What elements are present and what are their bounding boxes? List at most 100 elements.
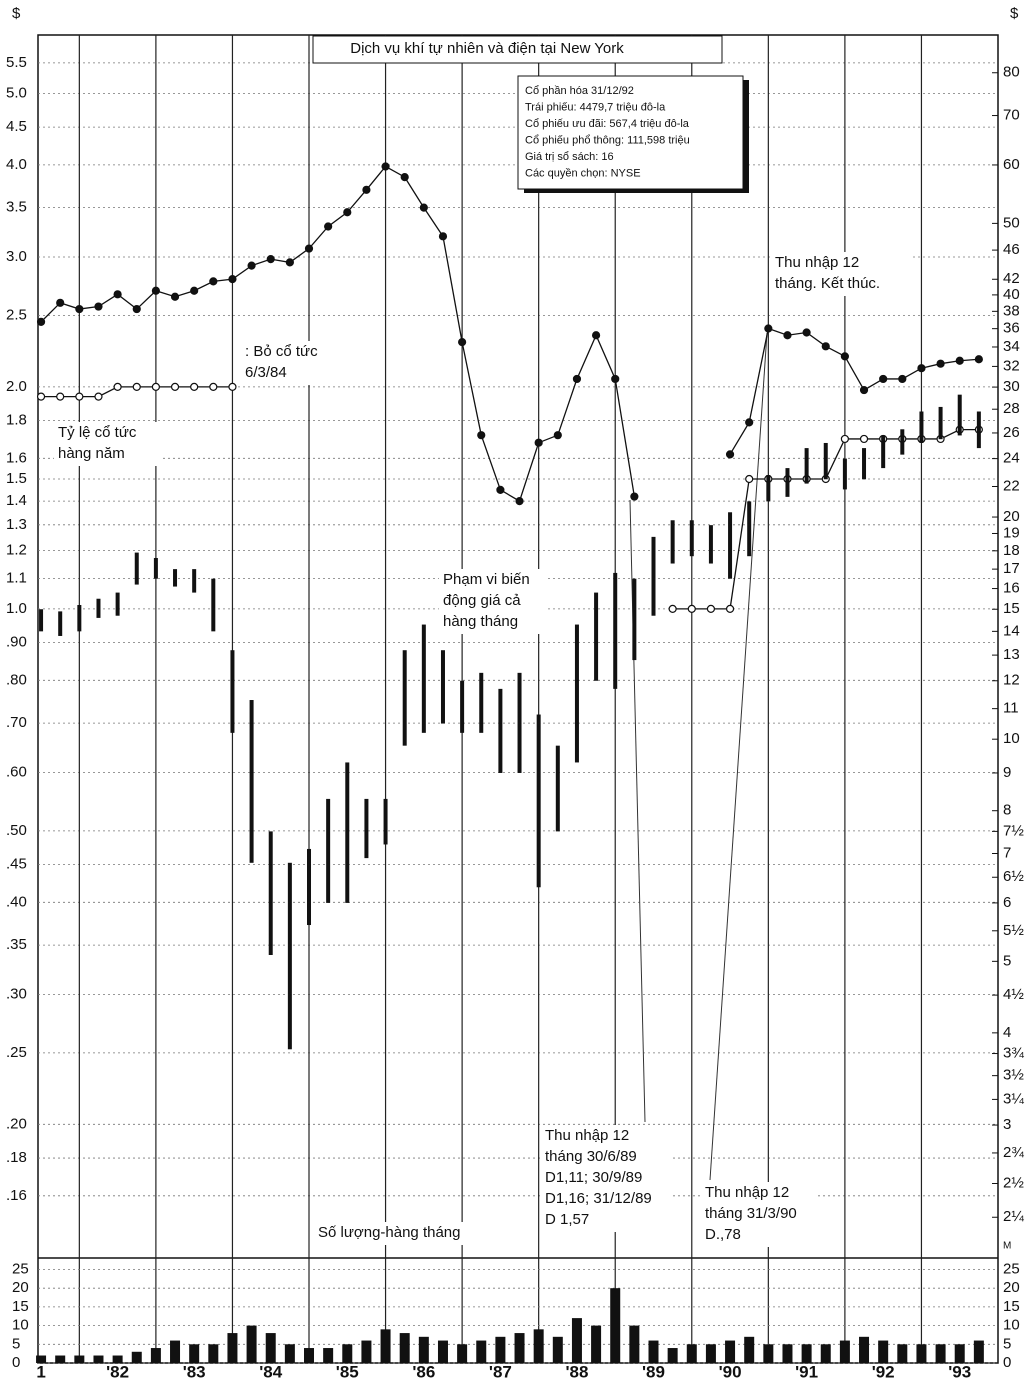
volume-bar [514, 1333, 525, 1363]
y-tick-label: 2.0 [6, 378, 27, 395]
earnings-dot [936, 359, 945, 368]
earnings-dot [56, 298, 65, 307]
earnings-dot [840, 352, 849, 361]
earnings-dot [591, 331, 601, 340]
volume-bar [916, 1344, 927, 1363]
earnings-dot [266, 255, 275, 264]
volume-bar [935, 1344, 946, 1363]
annotation-text: D1,11; 30/9/89 [545, 1169, 642, 1186]
volume-bar [859, 1336, 870, 1363]
volume-tick-label: 0 [12, 1354, 20, 1371]
info-line: Cổ phiếu ưu đãi: 567,4 triệu đô-la [525, 118, 690, 130]
annotation-text: 6/3/84 [245, 364, 287, 381]
dividend-circle [190, 382, 199, 391]
y-tick-label: 5.0 [6, 84, 27, 101]
earnings-dot [515, 496, 524, 506]
currency-left: $ [12, 5, 21, 22]
y2-tick-label: 17 [1003, 560, 1020, 577]
y2-tick-label: 36 [1003, 320, 1020, 337]
y2-tick-label: 15 [1003, 600, 1020, 617]
y2-tick-label: 7 [1003, 844, 1011, 861]
earnings-dot [113, 290, 122, 299]
earnings-dot [190, 286, 199, 295]
annotations: : Bỏ cổ tức 6/3/84 Tỷ lệ cổ tức hàng năm Thu… [54, 252, 911, 1247]
earnings-dot [974, 355, 983, 364]
volume-bar [131, 1351, 142, 1363]
volume-bar [227, 1333, 238, 1363]
volume-bar [150, 1348, 161, 1363]
y-tick-label: 2.5 [6, 306, 27, 323]
y2-tick-label: 12 [1003, 672, 1020, 689]
volume-tick-label: 20 [12, 1279, 29, 1296]
y2-tick-label: 50 [1003, 214, 1020, 231]
earnings-dot [496, 485, 505, 494]
series-line [40, 165, 636, 503]
info-line: Cổ phiếu phổ thông: 111,598 triệu [525, 134, 690, 146]
annotation-text: D 1,57 [545, 1211, 589, 1228]
y-tick-label: .90 [6, 634, 27, 651]
annotation-text: Tỷ lệ cổ tức [58, 424, 137, 441]
volume-bar [437, 1340, 448, 1363]
y-tick-label: .50 [6, 822, 27, 839]
earnings-dot [209, 277, 218, 286]
price-range [230, 650, 235, 733]
price-range [766, 475, 771, 502]
volume-bar [36, 1355, 47, 1363]
y2-tick-label: 4 [1003, 1024, 1011, 1041]
price-range [115, 592, 120, 616]
annotation-bg [439, 569, 546, 634]
y-tick-label: 1.2 [6, 541, 27, 558]
y2-tick-label: 11 [1003, 700, 1019, 717]
annotation-text: tháng 31/3/90 [705, 1205, 797, 1222]
y2-tick-label: 2¾ [1003, 1144, 1024, 1161]
y2-tick-label: 40 [1003, 286, 1020, 303]
annotation-bg [241, 341, 340, 385]
y2-tick-label: 3¼ [1003, 1090, 1024, 1107]
y2-tick-label: 7½ [1003, 822, 1024, 839]
y-tick-label: 1.5 [6, 470, 27, 487]
y2-tick-label: 8 [1003, 802, 1011, 819]
x-tick-label: '83 [183, 1362, 206, 1381]
volume-bar [571, 1318, 582, 1363]
earnings-dot [36, 317, 46, 326]
price-range [383, 798, 388, 845]
y2-tick-label: 3 [1003, 1116, 1011, 1133]
y2-tick-label: 9 [1003, 764, 1011, 781]
volume-tick-label: 15 [12, 1298, 29, 1315]
y2-tick-label: 70 [1003, 107, 1020, 124]
price-range [498, 688, 503, 773]
y2-tick-label: 34 [1003, 338, 1020, 355]
price-range [689, 520, 694, 557]
price-range [134, 552, 139, 585]
volume-bar [418, 1336, 429, 1363]
y-tick-label: .80 [6, 671, 27, 688]
price-range [862, 448, 867, 480]
dividend-circle [75, 392, 84, 401]
x-tick-label: '84 [259, 1362, 282, 1381]
annotation-bg [54, 422, 161, 466]
dividend-circle [151, 382, 160, 391]
volume-tick-label-right: 0 [1003, 1354, 1011, 1371]
dividend-circle [94, 392, 103, 401]
annotation-text: Thu nhập 12 [545, 1127, 629, 1144]
price-range [804, 448, 809, 484]
earnings-dot [534, 438, 543, 447]
x-tick-label: '89 [642, 1362, 665, 1381]
y2-tick-label: 5 [1003, 952, 1011, 969]
y-tick-label: 1.8 [6, 412, 27, 429]
chart-title: Dịch vụ khí tự nhiên và điện tại New Yor… [350, 40, 624, 57]
x-tick-label: '85 [336, 1362, 359, 1381]
volume-bar [304, 1348, 315, 1363]
y2-tick-label: 80 [1003, 64, 1020, 81]
volume-bar [208, 1344, 219, 1363]
volume-bar [839, 1340, 850, 1363]
price-range [900, 429, 905, 455]
y2-tick-label: 6½ [1003, 868, 1024, 885]
annotation-text: tháng. Kết thúc. [775, 275, 880, 292]
volume-bar [361, 1340, 372, 1363]
price-range [613, 572, 618, 689]
y2-tick-label: 4½ [1003, 986, 1024, 1003]
annotation-text: động giá cả [443, 592, 521, 609]
earnings-dot [458, 338, 467, 347]
